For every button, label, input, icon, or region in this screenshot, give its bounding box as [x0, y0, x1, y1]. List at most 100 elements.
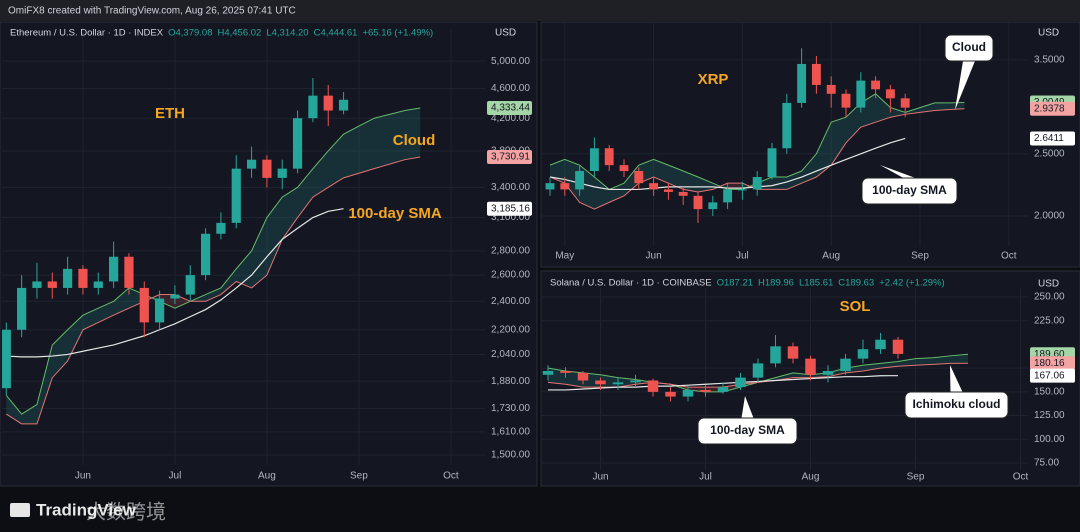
cloud-fill — [898, 358, 916, 367]
candle-body — [63, 268, 73, 288]
x-tick-label: Jun — [75, 471, 91, 482]
candle-body — [871, 80, 881, 90]
candle-body — [797, 63, 807, 103]
watermark: 大数跨境 — [86, 500, 166, 523]
x-tick-label: Jul — [736, 251, 749, 262]
y-tick-label: 1,610.00 — [491, 427, 530, 438]
cloud-fill — [21, 404, 37, 424]
logo-text: TradingView — [36, 500, 137, 519]
candle-body — [109, 256, 119, 282]
candle-body — [693, 195, 703, 210]
x-tick-label: Sep — [911, 251, 929, 262]
legend-item: L185.61 — [799, 278, 833, 289]
price-label: 2.6411 — [1034, 133, 1064, 144]
cloud-fill — [816, 122, 832, 178]
candle-body — [841, 93, 851, 108]
candle-body — [665, 391, 676, 397]
cloud-fill — [831, 117, 846, 166]
candle-body — [17, 287, 27, 330]
y-tick-label: 5,000.00 — [491, 56, 530, 67]
candle-body — [663, 189, 673, 192]
logo-icon — [10, 503, 30, 517]
legend-item: Solana / U.S. Dollar · 1D · COINBASE — [550, 278, 712, 289]
candle-body — [634, 171, 644, 184]
candle-body — [170, 294, 180, 299]
price-label: 4,333.44 — [491, 103, 530, 114]
price-label-box — [1030, 101, 1075, 116]
cloud-fill — [653, 159, 669, 184]
legend-item: C189.63 — [838, 278, 874, 289]
legend-item: L4,314.20 — [266, 28, 308, 39]
candle-body — [735, 377, 746, 388]
candle-body — [124, 256, 134, 288]
annotation: Cloud — [393, 132, 436, 149]
cloud-fill — [297, 168, 313, 218]
candle-body — [78, 268, 88, 288]
x-tick-label: Aug — [802, 472, 820, 483]
candle-body — [277, 168, 287, 178]
candle-body — [155, 298, 165, 323]
callout-box — [697, 417, 798, 445]
candle-body — [856, 80, 866, 108]
candle-body — [826, 84, 836, 94]
currency-label: USD — [1038, 279, 1059, 290]
cloud-fill — [312, 150, 329, 198]
cloud-fill — [920, 102, 935, 113]
candle-body — [595, 380, 606, 385]
candle-body — [649, 183, 659, 190]
price-label-box — [1030, 131, 1075, 146]
candle-body — [545, 183, 555, 190]
plot-area — [542, 288, 1028, 470]
currency-label: USD — [495, 28, 516, 39]
candle-body — [752, 177, 762, 190]
price-label: 3,185.16 — [491, 203, 530, 214]
y-tick-label: 1,500.00 — [491, 450, 530, 461]
y-tick-label: 3,100.00 — [491, 212, 530, 223]
y-tick-label: 4,200.00 — [491, 113, 530, 124]
callout-box — [904, 391, 1009, 419]
cloud-fill — [933, 355, 951, 365]
candle-body — [185, 275, 195, 295]
candle-body — [560, 370, 571, 373]
candle-body — [292, 118, 303, 169]
candle-body — [708, 202, 718, 210]
candle-body — [32, 281, 42, 288]
legend-item: Ethereum / U.S. Dollar · 1D · INDEX — [10, 28, 164, 39]
candle-body — [717, 387, 729, 392]
y-tick-label: 2,040.00 — [491, 349, 530, 360]
price-label: 180.16 — [1034, 358, 1065, 369]
annotation: XRP — [698, 71, 729, 88]
price-label: 189.60 — [1034, 349, 1065, 360]
cloud-fill — [220, 268, 237, 295]
callout-pointer — [880, 165, 916, 178]
cloud-fill — [949, 102, 965, 110]
callout-text: 100-day SMA — [710, 423, 785, 437]
x-tick-label: Aug — [258, 471, 276, 482]
x-tick-label: Jun — [592, 472, 608, 483]
candle-body — [2, 329, 11, 389]
y-tick-label: 2,800.00 — [491, 245, 530, 256]
plot-area — [2, 30, 485, 465]
callout-text: Cloud — [952, 40, 986, 54]
callout-pointer — [950, 365, 963, 392]
x-tick-label: Jul — [699, 472, 712, 483]
candle-body — [875, 339, 886, 350]
price-label: 2.9378 — [1034, 103, 1065, 114]
candle-body — [787, 346, 799, 359]
legend-item: C4,444.61 — [314, 28, 358, 39]
cloud-fill — [875, 93, 891, 123]
x-tick-label: Oct — [1001, 251, 1017, 262]
chart: MayJunJulAugSepOct2.00002.50003.5000USD3… — [542, 22, 1075, 262]
candle-body — [767, 148, 777, 178]
y-tick-label: 2.5000 — [1034, 148, 1065, 159]
candle-body — [47, 281, 57, 288]
candle-body — [246, 159, 257, 169]
header-bar — [0, 0, 1080, 21]
price-label-box — [487, 149, 532, 164]
candle-body — [308, 95, 318, 119]
annotation: 100-day SMA — [348, 205, 442, 222]
cloud-fill — [6, 395, 22, 424]
candle-body — [782, 102, 792, 149]
cloud-fill — [934, 102, 950, 111]
candle-body — [604, 148, 614, 166]
